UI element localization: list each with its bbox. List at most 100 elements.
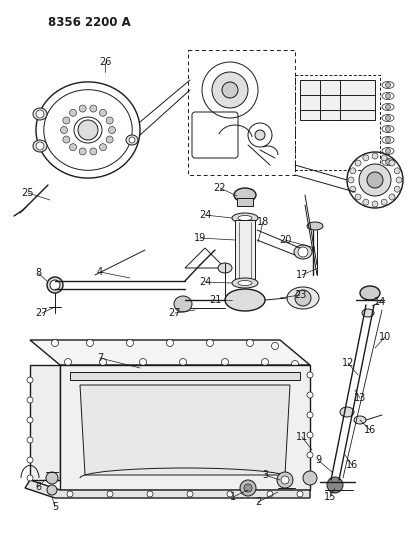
Circle shape <box>90 105 97 112</box>
Circle shape <box>106 136 113 143</box>
Text: 27: 27 <box>36 308 48 318</box>
Text: 2: 2 <box>254 497 261 507</box>
Circle shape <box>349 186 355 192</box>
Polygon shape <box>70 372 299 380</box>
Text: 11: 11 <box>295 432 308 442</box>
Circle shape <box>50 280 60 290</box>
Circle shape <box>306 432 312 438</box>
Circle shape <box>362 155 368 161</box>
Circle shape <box>221 359 228 366</box>
Circle shape <box>27 475 33 481</box>
Circle shape <box>306 452 312 458</box>
Ellipse shape <box>293 245 311 259</box>
Circle shape <box>239 480 255 496</box>
Text: 8: 8 <box>35 268 41 278</box>
Ellipse shape <box>173 296 191 312</box>
Circle shape <box>63 117 70 124</box>
Circle shape <box>52 340 58 346</box>
Polygon shape <box>30 340 309 365</box>
Text: 19: 19 <box>193 233 206 243</box>
Text: 20: 20 <box>278 235 290 245</box>
Circle shape <box>384 138 389 142</box>
Circle shape <box>326 477 342 493</box>
Bar <box>299 80 374 120</box>
Ellipse shape <box>234 188 255 202</box>
Ellipse shape <box>126 135 138 145</box>
Circle shape <box>99 144 106 151</box>
Circle shape <box>371 153 377 159</box>
Ellipse shape <box>359 286 379 300</box>
Circle shape <box>384 104 389 109</box>
Ellipse shape <box>237 280 252 286</box>
Circle shape <box>388 194 394 200</box>
Circle shape <box>306 392 312 398</box>
Circle shape <box>280 476 288 484</box>
Circle shape <box>393 168 399 174</box>
Circle shape <box>106 117 113 124</box>
Bar <box>234 220 254 280</box>
Circle shape <box>70 109 76 116</box>
Text: 10: 10 <box>378 332 390 342</box>
Ellipse shape <box>231 213 257 223</box>
Circle shape <box>166 340 173 346</box>
Circle shape <box>129 137 135 143</box>
Polygon shape <box>60 365 309 490</box>
Circle shape <box>139 359 146 366</box>
Circle shape <box>366 172 382 188</box>
Circle shape <box>362 199 368 205</box>
Circle shape <box>36 142 44 150</box>
Text: 23: 23 <box>293 290 306 300</box>
Circle shape <box>147 491 153 497</box>
Circle shape <box>179 359 186 366</box>
Text: 16: 16 <box>363 425 375 435</box>
Polygon shape <box>25 480 309 498</box>
Circle shape <box>296 491 302 497</box>
Ellipse shape <box>286 287 318 309</box>
Ellipse shape <box>361 309 373 317</box>
Circle shape <box>380 199 386 205</box>
Circle shape <box>354 194 360 200</box>
Circle shape <box>187 491 193 497</box>
Ellipse shape <box>231 278 257 288</box>
Text: 5: 5 <box>52 502 58 512</box>
Circle shape <box>99 359 106 366</box>
Circle shape <box>78 120 98 140</box>
Circle shape <box>67 491 73 497</box>
Bar <box>294 75 379 170</box>
Circle shape <box>27 457 33 463</box>
Circle shape <box>266 491 272 497</box>
Circle shape <box>79 105 86 112</box>
Text: 24: 24 <box>198 277 211 287</box>
Text: 22: 22 <box>213 183 226 193</box>
Circle shape <box>395 177 401 183</box>
Circle shape <box>70 144 76 151</box>
Circle shape <box>243 484 252 492</box>
Circle shape <box>306 475 312 481</box>
Text: 27: 27 <box>169 308 181 318</box>
Circle shape <box>79 148 86 155</box>
Circle shape <box>27 377 33 383</box>
Circle shape <box>384 93 389 99</box>
Circle shape <box>86 340 93 346</box>
Circle shape <box>126 340 133 346</box>
Text: 7: 7 <box>97 353 103 363</box>
Text: 1: 1 <box>229 492 236 502</box>
Circle shape <box>206 340 213 346</box>
Text: 4: 4 <box>97 267 103 277</box>
Text: 21: 21 <box>208 295 220 305</box>
Circle shape <box>99 109 106 116</box>
Circle shape <box>227 491 232 497</box>
Ellipse shape <box>218 263 231 273</box>
Circle shape <box>221 82 237 98</box>
Circle shape <box>211 72 247 108</box>
Circle shape <box>47 485 57 495</box>
Text: 14: 14 <box>373 297 385 307</box>
Circle shape <box>90 148 97 155</box>
Ellipse shape <box>225 289 264 311</box>
Ellipse shape <box>339 407 353 417</box>
Text: 26: 26 <box>99 57 111 67</box>
Circle shape <box>107 491 113 497</box>
Text: 15: 15 <box>323 492 335 502</box>
Ellipse shape <box>237 215 252 221</box>
Circle shape <box>380 155 386 161</box>
